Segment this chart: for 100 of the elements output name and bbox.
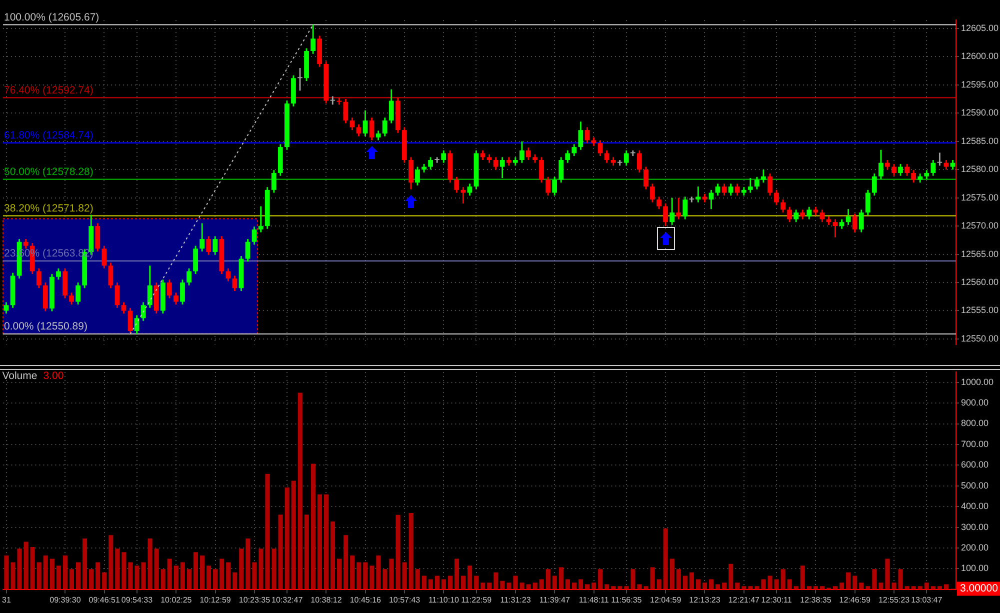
bar (122, 552, 126, 590)
bar (186, 569, 192, 590)
bar (852, 576, 858, 590)
bar (226, 562, 231, 590)
bar (167, 558, 172, 590)
y-tick-label: 12605.00 (961, 22, 999, 33)
bar (526, 584, 531, 590)
x-tick-label: 12:04:59 (650, 595, 682, 604)
bar (174, 566, 178, 590)
bar (376, 555, 381, 590)
bar (716, 584, 720, 590)
y-tick-label: 12580.00 (961, 164, 999, 174)
bar (487, 582, 492, 590)
x-tick-label: 11:10:10 (428, 595, 460, 604)
x-tick-label: 10:32:47 (272, 595, 304, 604)
y-tick-label: 300.00 (961, 522, 989, 532)
bar (448, 576, 453, 590)
x-tick-label: 10:45:16 (350, 595, 382, 604)
bar (840, 582, 844, 590)
ref-line-label: 61.80% (12584.74) (4, 129, 94, 142)
bar (572, 582, 577, 590)
bar (474, 576, 479, 590)
bar (89, 569, 94, 590)
y-tick-label: 200.00 (961, 542, 989, 552)
bar (878, 582, 884, 590)
bar (461, 576, 466, 590)
y-tick-label: 900.00 (961, 398, 989, 408)
bar (728, 564, 734, 590)
bar (780, 569, 786, 590)
bar (532, 582, 538, 590)
text: 3.00000 (960, 582, 998, 595)
bar (350, 555, 355, 590)
x-tick-label: 09:46:51 (88, 595, 120, 604)
bar (278, 514, 283, 590)
bar (200, 555, 205, 590)
bar (304, 514, 309, 590)
y-tick-label: 12600.00 (961, 51, 999, 62)
bar (96, 562, 100, 590)
y-tick-label: 400.00 (961, 501, 989, 512)
bar (370, 566, 374, 590)
bar (193, 552, 198, 590)
candlestick (330, 96, 336, 105)
candlestick (937, 152, 942, 166)
bar (252, 562, 257, 590)
y-tick-label: 800.00 (961, 418, 989, 428)
x-tick-label: 10:38:12 (310, 595, 342, 604)
bar (670, 558, 674, 590)
bar (428, 579, 433, 590)
bar (344, 535, 348, 590)
bar (43, 555, 48, 590)
x-tick-label: 11:48:11 (578, 595, 610, 604)
y-tick-label: 12595.00 (961, 79, 999, 90)
bar (102, 572, 107, 590)
bar (298, 392, 302, 590)
bar (115, 548, 120, 590)
candlestick (258, 206, 264, 232)
bar (682, 576, 688, 590)
bar (24, 542, 28, 590)
x-tick-label: 10:12:59 (200, 595, 232, 604)
y-tick-label: 12550.00 (961, 333, 999, 344)
bar (480, 582, 486, 590)
y-tick-label: 12570.00 (961, 220, 999, 231)
y-tick-label: 600.00 (961, 460, 989, 470)
bar (232, 572, 238, 590)
bar (696, 579, 701, 590)
y-tick-label: 12590.00 (961, 108, 999, 118)
bar (50, 558, 54, 590)
bar (500, 580, 505, 590)
candlestick (689, 196, 694, 202)
bar (108, 535, 114, 590)
bar (584, 584, 590, 590)
bar (284, 488, 290, 590)
x-tick-label: 12:55:23 (878, 595, 910, 604)
bar (702, 582, 708, 590)
bar (317, 494, 322, 590)
bar (656, 579, 662, 590)
bar (604, 584, 610, 590)
y-tick-label: 700.00 (961, 438, 989, 449)
x-tick-label: 12:30:11 (761, 595, 792, 604)
x-tick-label: 10:02:25 (160, 595, 192, 604)
bar (630, 569, 636, 590)
x-tick-label: 09:54:33 (121, 595, 154, 604)
bar (206, 566, 212, 590)
x-tick-label: 12:46:59 (839, 595, 871, 604)
y-tick-label: 12565.00 (961, 248, 999, 259)
bar (578, 579, 584, 590)
ref-line-label: 0.00% (12550.89) (4, 320, 88, 333)
bar (552, 576, 557, 590)
bar (592, 582, 596, 590)
bar (415, 569, 420, 590)
ref-line-label: 76.40% (12592.74) (4, 84, 94, 96)
bar (330, 521, 336, 590)
x-tick-label: 11:39:47 (539, 595, 570, 604)
y-tick-label: 12575.00 (961, 192, 999, 202)
bar (787, 579, 792, 590)
bar (924, 582, 929, 590)
x-tick-label: 12:21:47 (728, 595, 760, 604)
x-tick-label: 10:57:43 (388, 595, 421, 604)
bar (291, 480, 296, 590)
bar (82, 538, 88, 590)
